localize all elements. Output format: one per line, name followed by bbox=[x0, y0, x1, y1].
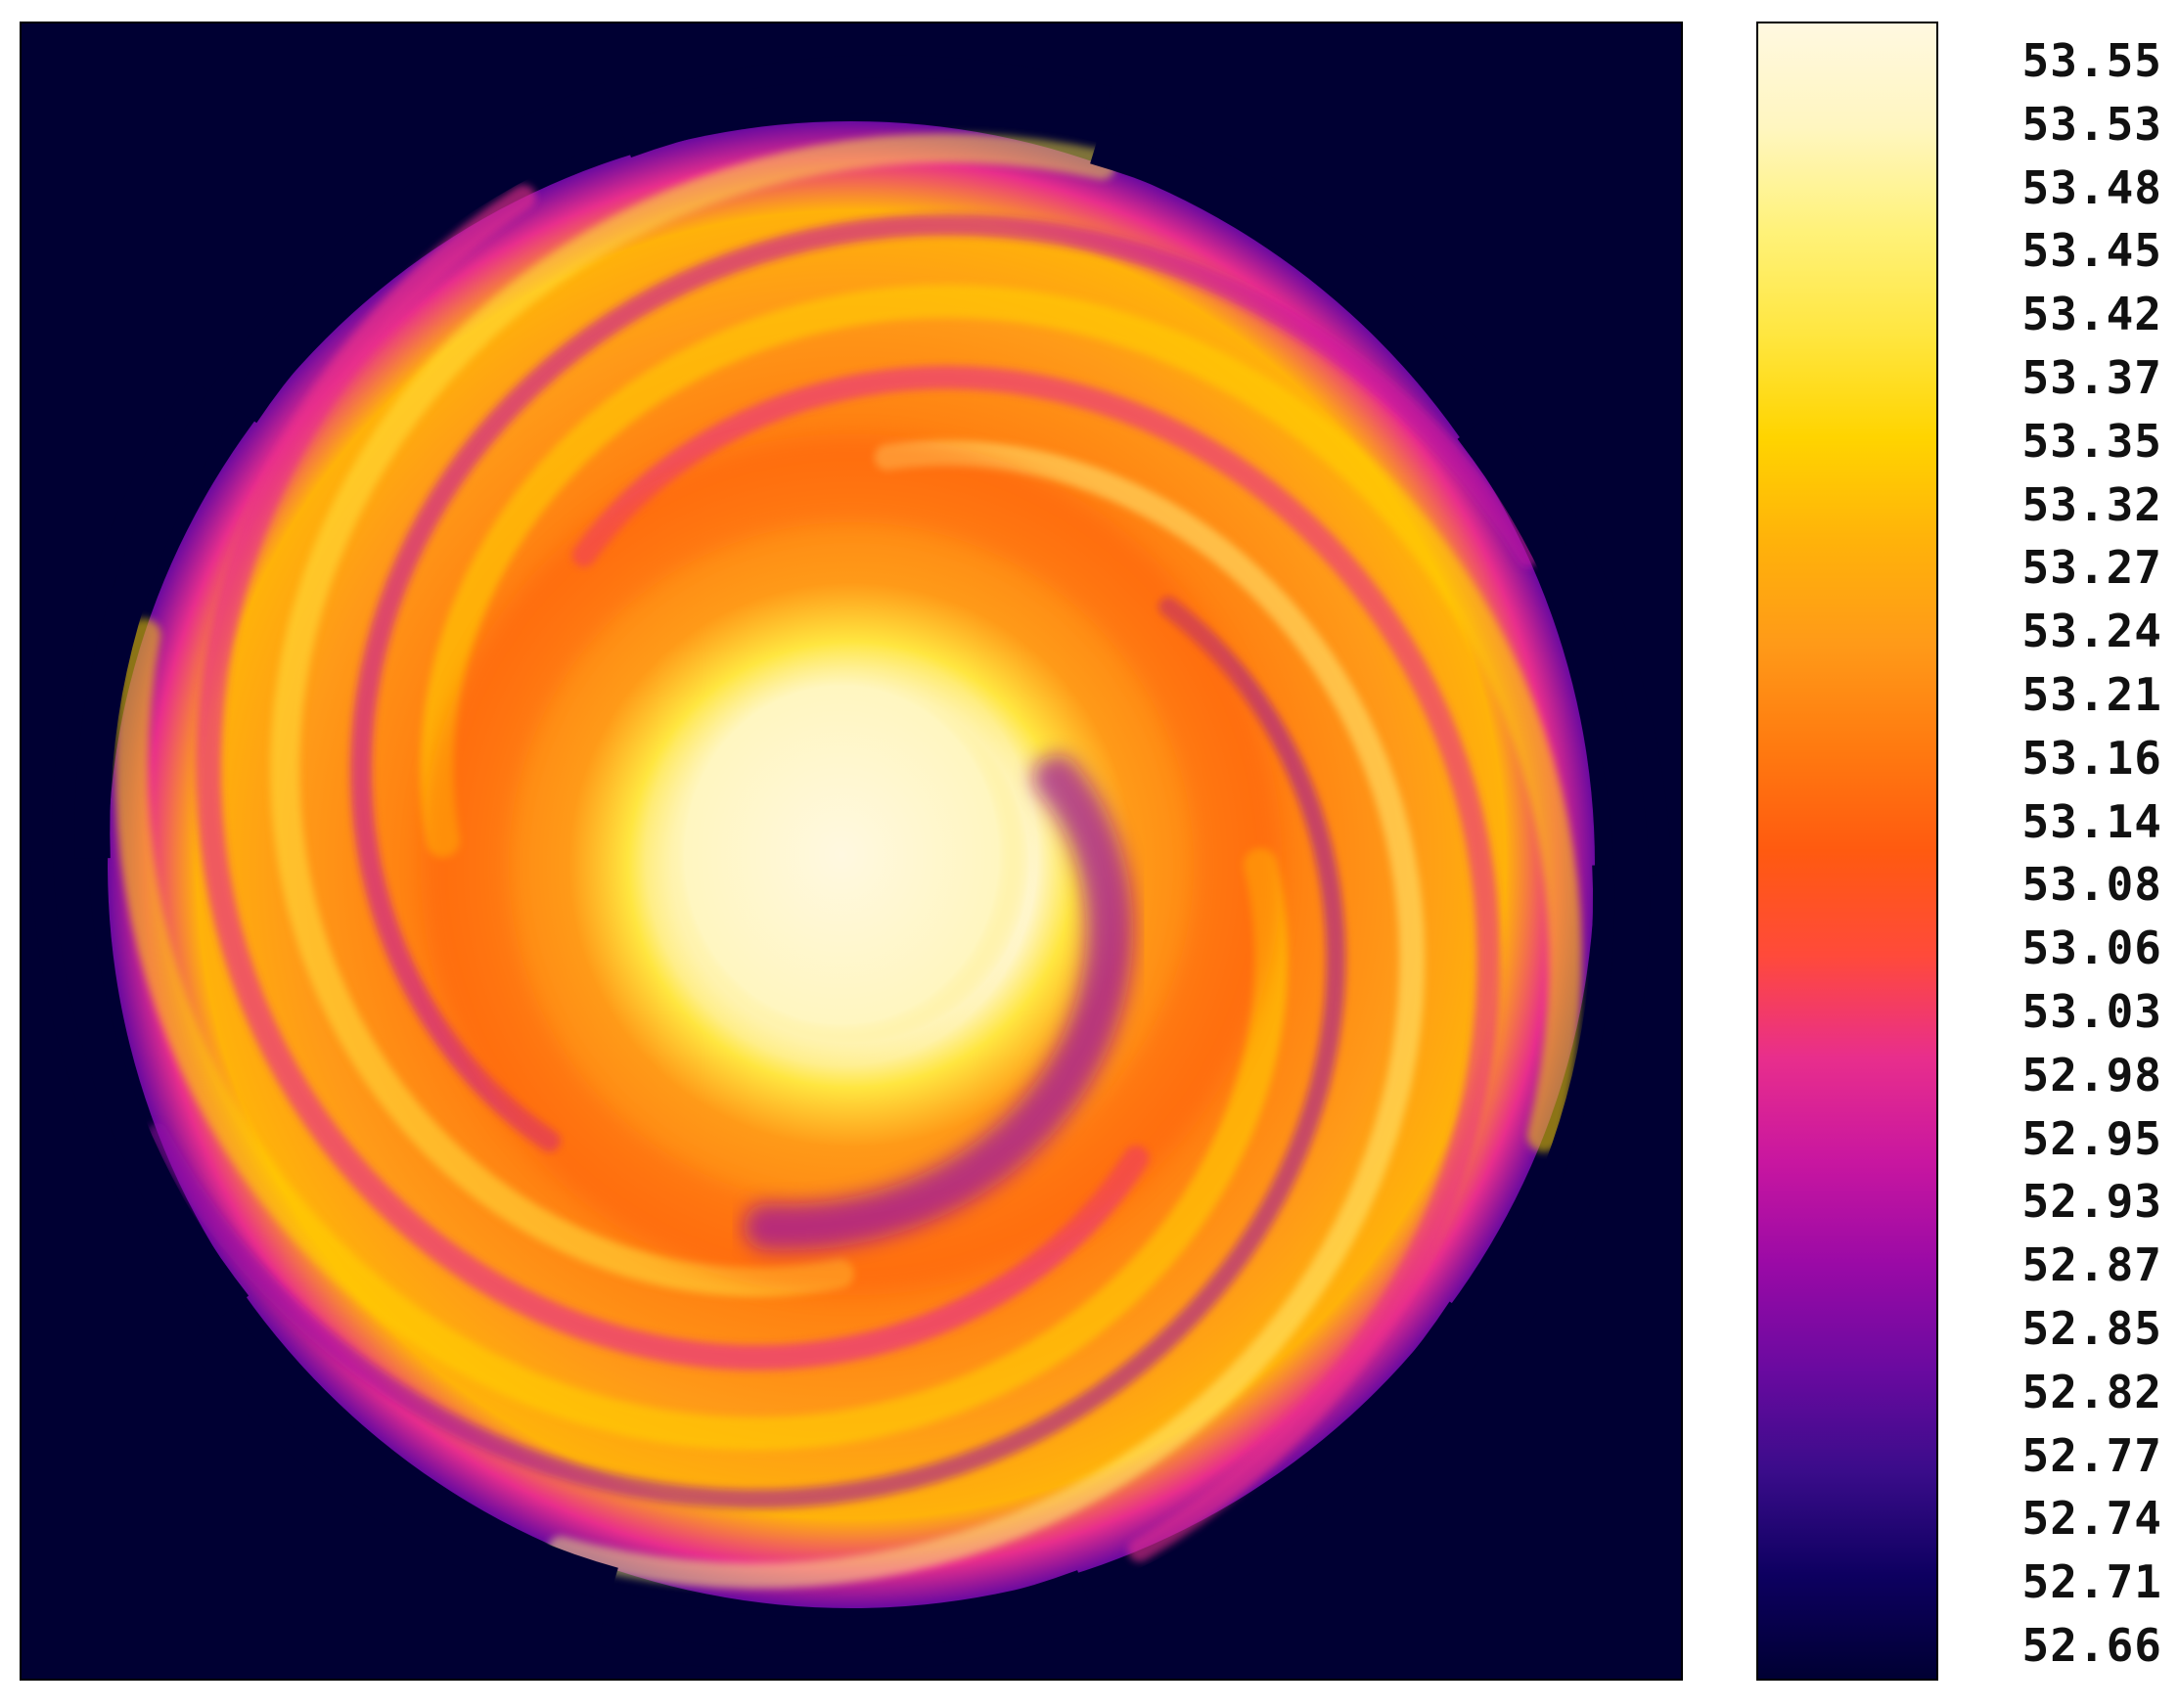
spiral-arm bbox=[195, 184, 1150, 1371]
colorbar-tick-label: 53.48 bbox=[2021, 160, 2162, 214]
purple-swirl bbox=[744, 754, 1134, 1251]
colorbar-tick-label: 53.16 bbox=[2021, 731, 2162, 785]
colorbar-tick-label: 52.82 bbox=[2021, 1365, 2162, 1418]
colorbar-tick-label: 53.55 bbox=[2021, 34, 2162, 87]
colorbar-tick-label: 52.93 bbox=[2021, 1175, 2162, 1229]
heatmap-image bbox=[22, 23, 1681, 1679]
core bbox=[646, 645, 1037, 1065]
colorbar-tick-label: 53.42 bbox=[2021, 288, 2162, 341]
colorbar-tick-label: 53.32 bbox=[2021, 477, 2162, 531]
colorbar-tick-label: 53.35 bbox=[2021, 414, 2162, 468]
rim-cut bbox=[52, 379, 250, 1318]
colorbar-tick-label: 53.06 bbox=[2021, 921, 2162, 975]
colorbar-tick-label: 53.53 bbox=[2021, 97, 2162, 151]
colorbar-tick-label: 52.71 bbox=[2021, 1555, 2162, 1609]
colorbar-tick-label: 53.24 bbox=[2021, 605, 2162, 658]
colorbar-tick-label: 52.95 bbox=[2021, 1111, 2162, 1165]
colorbar-tick-label: 53.08 bbox=[2021, 858, 2162, 912]
colorbar-tick-label: 52.74 bbox=[2021, 1492, 2162, 1546]
inner-ring bbox=[420, 433, 1283, 1296]
colorbar-tick-label: 52.66 bbox=[2021, 1619, 2162, 1672]
colorbar-tick-label: 53.45 bbox=[2021, 224, 2162, 278]
rim-cut bbox=[1457, 418, 1651, 1357]
spiral-arm bbox=[270, 133, 1116, 1297]
rim-cut bbox=[30, 859, 618, 1602]
rim-cut bbox=[1090, 129, 1672, 876]
rim-cut bbox=[619, 76, 1520, 412]
colorbar-labels: 53.55 53.53 53.48 53.45 53.42 53.37 53.35 53.32… bbox=[1967, 22, 2162, 1681]
colorbar-tick-label: 53.37 bbox=[2021, 351, 2162, 404]
colorbar-tick-label: 53.14 bbox=[2021, 794, 2162, 848]
colorbar-tick-label: 52.85 bbox=[2021, 1302, 2162, 1355]
rim-cut bbox=[597, 1301, 1479, 1676]
spiral-arm bbox=[420, 284, 1582, 1152]
colorbar-tick-label: 52.98 bbox=[2021, 1048, 2162, 1101]
colorbar-tick-label: 53.21 bbox=[2021, 668, 2162, 721]
disk-layer bbox=[30, 55, 1672, 1676]
colorbar-tick-label: 53.03 bbox=[2021, 985, 2162, 1038]
spiral-arm bbox=[350, 213, 1539, 1152]
colorbar-tick-label: 53.27 bbox=[2021, 541, 2162, 595]
spiral-arm bbox=[148, 597, 1346, 1509]
spiral-arm bbox=[547, 440, 1426, 1589]
spiral-arm bbox=[571, 365, 1501, 1562]
rim-cut bbox=[1093, 864, 1629, 1645]
rim-cut bbox=[186, 1323, 1090, 1653]
spiral-arm bbox=[114, 618, 1289, 1451]
rim-cut bbox=[74, 82, 616, 859]
colorbar bbox=[1756, 22, 1938, 1681]
heatmap-plot bbox=[20, 22, 1683, 1681]
rim-cut bbox=[227, 55, 1112, 424]
colorbar-tick-label: 52.87 bbox=[2021, 1238, 2162, 1292]
colorbar-tick-label: 52.77 bbox=[2021, 1428, 2162, 1482]
